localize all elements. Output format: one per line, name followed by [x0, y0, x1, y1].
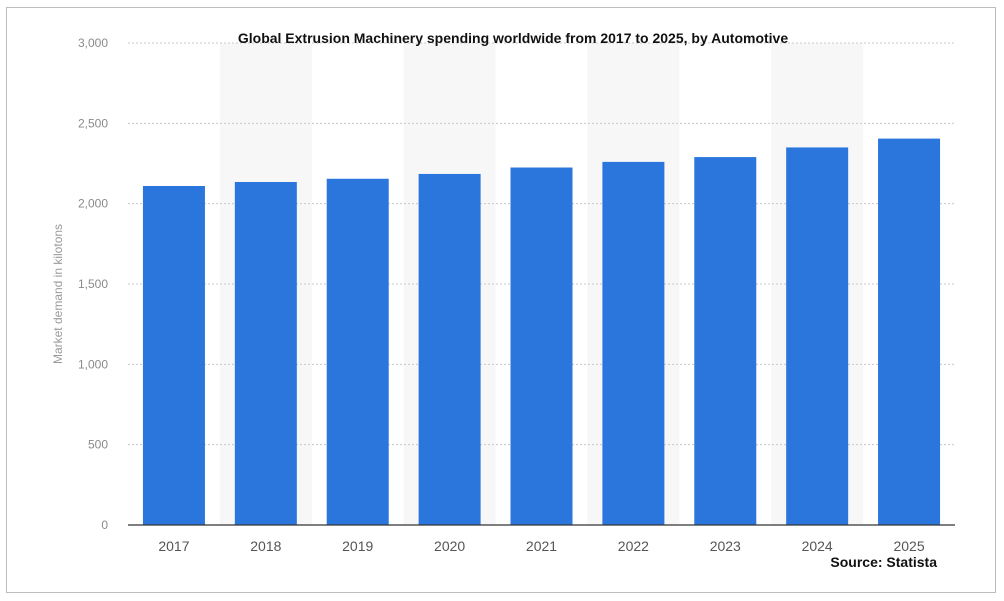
- x-tick-label: 2019: [342, 538, 373, 554]
- x-tick-label: 2025: [893, 538, 924, 554]
- x-tick-label: 2022: [618, 538, 649, 554]
- bar-2022: [602, 161, 665, 526]
- bar-2021: [510, 167, 573, 525]
- bar-2020: [418, 173, 481, 525]
- x-tick-label: 2017: [158, 538, 189, 554]
- y-axis-ticks: 0 500 1,000 1,500 2,000 2,500 3,000: [78, 36, 108, 532]
- x-tick-label: 2023: [710, 538, 741, 554]
- y-tick-label: 1,500: [78, 277, 108, 291]
- chart-title: Global Extrusion Machinery spending worl…: [238, 30, 788, 46]
- bar-2023: [694, 157, 757, 525]
- bars: [142, 138, 941, 526]
- y-tick-label: 2,000: [78, 197, 108, 211]
- x-tick-label: 2020: [434, 538, 465, 554]
- x-tick-label: 2021: [526, 538, 557, 554]
- x-tick-label: 2018: [250, 538, 281, 554]
- y-tick-label: 2,500: [78, 116, 108, 130]
- y-tick-label: 1,000: [78, 357, 108, 371]
- source-note: Source: Statista: [830, 554, 937, 570]
- y-tick-label: 0: [101, 518, 108, 532]
- bar-2019: [326, 178, 389, 525]
- y-axis-label: Market demand in kilotons: [51, 224, 65, 364]
- bar-2024: [786, 147, 849, 525]
- x-tick-label: 2024: [802, 538, 833, 554]
- y-tick-label: 500: [88, 438, 108, 452]
- x-axis-ticks: 2017 2018 2019 2020 2021 2022 2023 2024 2025: [158, 538, 924, 554]
- bar-2017: [142, 185, 205, 525]
- bar-2018: [234, 181, 297, 525]
- y-tick-label: 3,000: [78, 36, 108, 50]
- bar-2025: [878, 138, 941, 525]
